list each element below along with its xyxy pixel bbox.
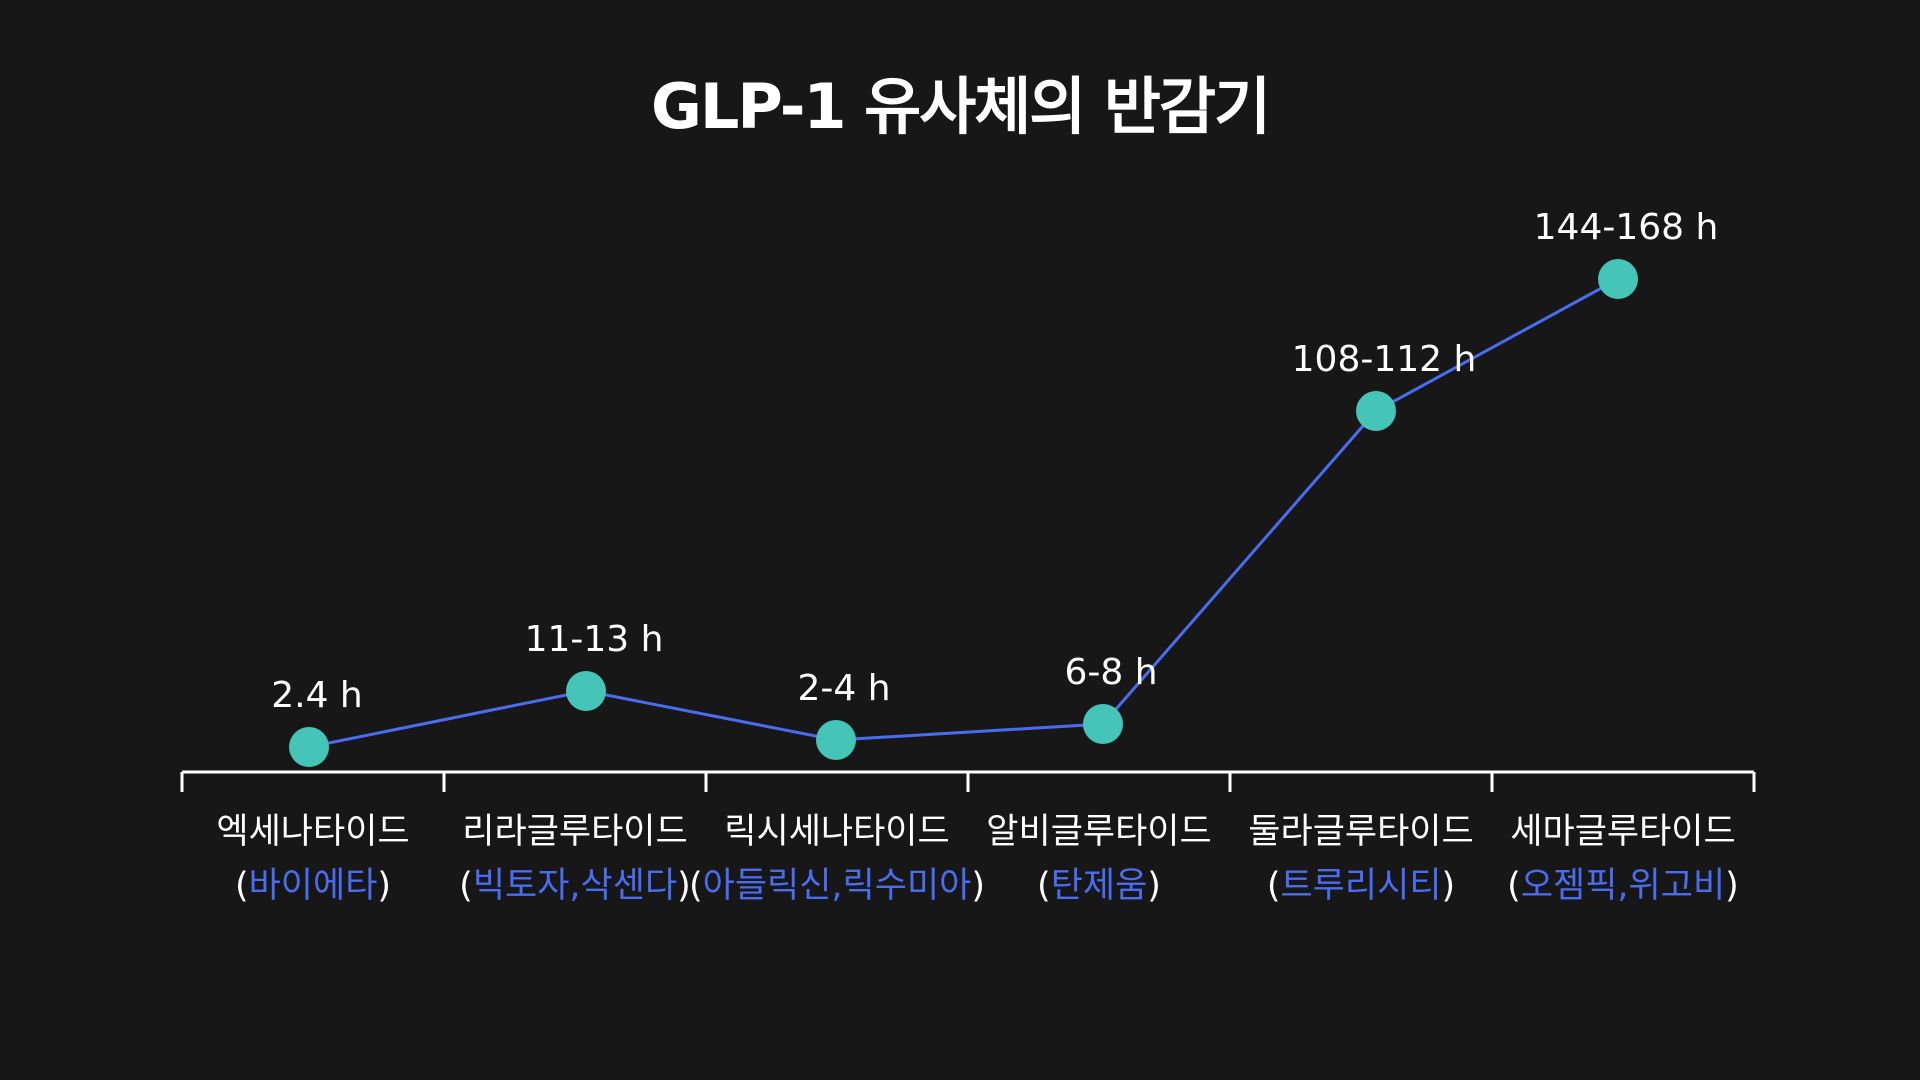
close-paren: ) xyxy=(1442,866,1456,906)
value-label-group: 2.4 h 11-13 h 2-4 h 6-8 h 108-112 h 144-168 h xyxy=(271,207,1718,716)
data-point xyxy=(1598,259,1638,299)
close-paren: ) xyxy=(377,866,391,906)
tick-sublabel: (트루리시티) xyxy=(1267,866,1455,906)
chart-title: GLP-1 유사체의 반감기 xyxy=(651,70,1269,143)
data-label: 2-4 h xyxy=(797,668,890,709)
tick-sublabel: (탄제움) xyxy=(1037,866,1161,906)
open-paren: ( xyxy=(689,866,703,906)
brand-name: 탄제움 xyxy=(1051,866,1148,906)
close-paren: ) xyxy=(1147,866,1161,906)
data-label: 108-112 h xyxy=(1292,339,1477,380)
tick-label: 세마글루타이드 xyxy=(1510,812,1735,852)
tick-sublabel: (오젬픽,위고비) xyxy=(1507,866,1739,906)
data-point xyxy=(1356,391,1396,431)
close-paren: ) xyxy=(1725,866,1739,906)
tick-label: 엑세나타이드 xyxy=(216,812,409,852)
data-point xyxy=(816,720,856,760)
data-label: 6-8 h xyxy=(1064,652,1157,693)
data-point xyxy=(289,727,329,767)
tick-label: 알비글루타이드 xyxy=(986,812,1211,852)
open-paren: ( xyxy=(459,866,473,906)
tick-sublabel: (빅토자,삭센다) xyxy=(459,866,691,906)
open-paren: ( xyxy=(1267,866,1281,906)
brand-name: 아들릭신,릭수미아 xyxy=(703,866,972,906)
x-axis xyxy=(180,770,1756,792)
data-label: 11-13 h xyxy=(525,619,664,660)
data-point-group xyxy=(289,259,1638,767)
data-label: 144-168 h xyxy=(1534,207,1719,248)
open-paren: ( xyxy=(1037,866,1051,906)
category-label-group: 엑세나타이드(바이에타)리라글루타이드(빅토자,삭센다)릭시세나타이드(아들릭신… xyxy=(216,812,1738,906)
tick-label: 둘라글루타이드 xyxy=(1248,812,1473,852)
tick-label: 리라글루타이드 xyxy=(462,812,687,852)
tick-label: 릭시세나타이드 xyxy=(724,812,949,852)
tick-sublabel: (바이에타) xyxy=(235,866,391,906)
brand-name: 오젬픽,위고비 xyxy=(1521,866,1725,906)
data-point xyxy=(1083,704,1123,744)
tick-sublabel: (아들릭신,릭수미아) xyxy=(689,866,985,906)
data-label: 2.4 h xyxy=(271,675,363,716)
close-paren: ) xyxy=(971,866,985,906)
brand-name: 빅토자,삭센다 xyxy=(473,866,677,906)
close-paren: ) xyxy=(677,866,691,906)
open-paren: ( xyxy=(1507,866,1521,906)
data-point xyxy=(566,671,606,711)
brand-name: 바이에타 xyxy=(249,866,378,906)
open-paren: ( xyxy=(235,866,249,906)
brand-name: 트루리시티 xyxy=(1280,866,1441,906)
series-line xyxy=(308,277,1619,749)
series-line-group xyxy=(308,277,1619,749)
